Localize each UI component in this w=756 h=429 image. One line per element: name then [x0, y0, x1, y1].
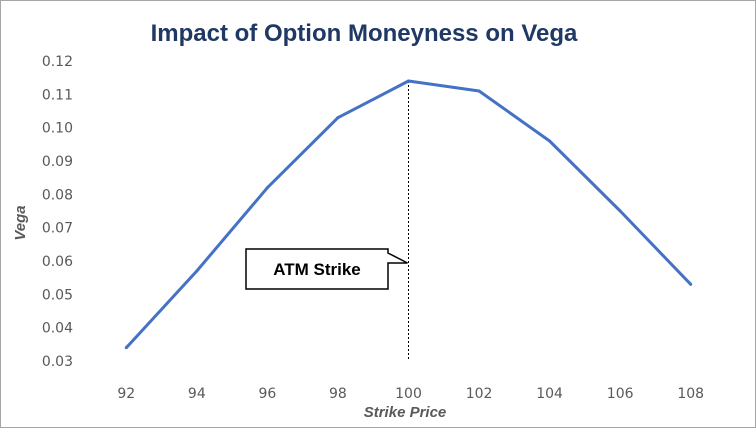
y-tick-label: 0.05 [42, 287, 73, 303]
x-tick-label: 98 [329, 386, 347, 402]
series-layer [124, 79, 693, 350]
data-point [618, 209, 622, 213]
y-tick-label: 0.03 [42, 354, 73, 370]
x-axis-ticks: 92 94 96 98 100 102 104 106 108 [117, 386, 704, 402]
data-point [265, 186, 269, 190]
x-tick-label: 106 [607, 386, 634, 402]
data-point [689, 282, 693, 286]
data-point [124, 346, 128, 350]
callout-label: ATM Strike [273, 260, 361, 279]
data-point [407, 79, 410, 83]
data-point [548, 139, 552, 143]
x-tick-label: 102 [466, 386, 493, 402]
y-tick-label: 0.07 [42, 221, 73, 237]
x-tick-label: 96 [258, 386, 276, 402]
y-tick-label: 0.04 [42, 321, 73, 337]
y-tick-label: 0.10 [42, 121, 73, 137]
data-point [336, 116, 340, 120]
y-tick-label: 0.12 [42, 54, 73, 70]
x-tick-label: 92 [117, 386, 135, 402]
y-tick-label: 0.09 [42, 154, 73, 170]
y-axis-ticks: 0.03 0.04 0.05 0.06 0.07 0.08 0.09 0.10 0.11 0.12 [42, 54, 73, 370]
y-tick-label: 0.11 [42, 87, 73, 103]
atm-strike-callout: ATM Strike [245, 248, 408, 290]
x-tick-label: 104 [536, 386, 563, 402]
x-tick-label: 108 [677, 386, 704, 402]
y-tick-label: 0.08 [42, 187, 73, 203]
y-tick-label: 0.06 [42, 254, 73, 270]
y-axis-label: Vega [12, 205, 29, 240]
data-point [477, 89, 481, 93]
callout-box [245, 248, 408, 290]
x-axis-label: Strike Price [364, 404, 447, 421]
data-point [195, 269, 199, 273]
x-tick-label: 94 [188, 386, 206, 402]
chart-title: Impact of Option Moneyness on Vega [151, 20, 578, 47]
x-tick-label: 100 [395, 386, 422, 402]
